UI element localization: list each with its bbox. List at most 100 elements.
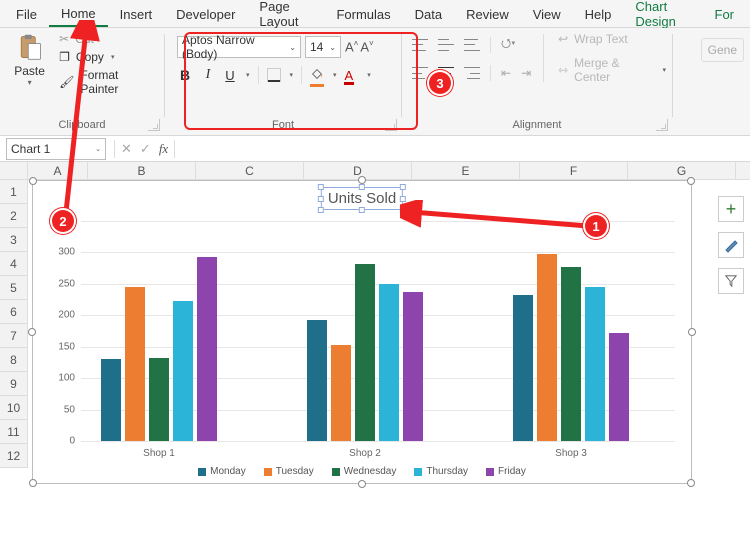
tab-formulas[interactable]: Formulas: [324, 2, 402, 26]
format-painter-button[interactable]: 🖌 Format Painter: [59, 68, 158, 96]
generate-button[interactable]: Gene: [701, 38, 744, 62]
bold-button[interactable]: B: [177, 67, 193, 83]
increase-indent-button[interactable]: ⇥: [521, 66, 531, 80]
wrap-text-button[interactable]: ↩ Wrap Text: [558, 32, 666, 46]
chart-handle[interactable]: [358, 480, 366, 488]
paste-button[interactable]: Paste ▾: [6, 32, 53, 87]
row-header[interactable]: 2: [0, 204, 27, 228]
fx-icon[interactable]: fx: [159, 141, 168, 157]
row-header[interactable]: 5: [0, 276, 27, 300]
borders-button[interactable]: [267, 68, 281, 82]
chart-handle[interactable]: [29, 479, 37, 487]
chart-bar[interactable]: [149, 358, 169, 441]
title-handle[interactable]: [400, 196, 406, 202]
chart-plot-area[interactable]: 050100150200250300350Shop 1Shop 2Shop 3: [81, 221, 675, 441]
chart-handle[interactable]: [688, 328, 696, 336]
row-header[interactable]: 10: [0, 396, 27, 420]
chart-bar[interactable]: [355, 264, 375, 441]
row-header[interactable]: 4: [0, 252, 27, 276]
chart-bar[interactable]: [513, 295, 533, 441]
title-handle[interactable]: [318, 184, 324, 190]
legend-item[interactable]: Monday: [198, 466, 246, 477]
name-box[interactable]: Chart 1 ⌄: [6, 138, 106, 160]
select-all-corner[interactable]: [0, 162, 28, 180]
chart-elements-button[interactable]: +: [718, 196, 744, 222]
chart-filter-button[interactable]: [718, 268, 744, 294]
row-header[interactable]: 1: [0, 180, 27, 204]
chart-handle[interactable]: [29, 177, 37, 185]
title-handle[interactable]: [400, 184, 406, 190]
enter-formula-icon[interactable]: ✓: [140, 141, 151, 157]
orientation-button[interactable]: ⭯▾: [501, 34, 516, 55]
chart-handle[interactable]: [687, 177, 695, 185]
chart-bar[interactable]: [403, 292, 423, 441]
tab-file[interactable]: File: [4, 2, 49, 26]
legend-item[interactable]: Tuesday: [264, 466, 314, 477]
tab-home[interactable]: Home: [49, 1, 108, 27]
chart-bar[interactable]: [197, 257, 217, 441]
chart-bar[interactable]: [585, 287, 605, 441]
align-top-button[interactable]: [412, 39, 428, 51]
chart-title[interactable]: Units Sold: [321, 187, 403, 210]
decrease-indent-button[interactable]: ⇤: [501, 66, 511, 80]
row-header[interactable]: 12: [0, 444, 27, 468]
tab-format[interactable]: For: [703, 2, 747, 26]
align-right-button[interactable]: [464, 67, 480, 79]
cut-button[interactable]: ✂ Cut: [59, 32, 158, 46]
cells-area[interactable]: Units Sold 050100150200250300350Shop 1Sh…: [28, 180, 750, 547]
title-handle[interactable]: [318, 196, 324, 202]
tab-data[interactable]: Data: [403, 2, 454, 26]
copy-button[interactable]: ❐ Copy ▾: [59, 50, 158, 64]
column-header[interactable]: C: [196, 162, 304, 179]
tab-view[interactable]: View: [521, 2, 573, 26]
grow-font-button[interactable]: A˄: [345, 39, 358, 54]
title-handle[interactable]: [359, 184, 365, 190]
title-handle[interactable]: [318, 207, 324, 213]
shrink-font-button[interactable]: A˅: [360, 39, 373, 54]
row-header[interactable]: 9: [0, 372, 27, 396]
cancel-formula-icon[interactable]: ✕: [121, 141, 132, 157]
legend-item[interactable]: Friday: [486, 466, 526, 477]
column-header[interactable]: B: [88, 162, 196, 179]
merge-center-button[interactable]: ⇿ Merge & Center ▾: [558, 56, 666, 84]
row-header[interactable]: 11: [0, 420, 27, 444]
row-header[interactable]: 6: [0, 300, 27, 324]
underline-button[interactable]: U: [223, 68, 237, 83]
font-size-combo[interactable]: 14 ⌄: [305, 36, 341, 58]
italic-button[interactable]: I: [201, 67, 215, 83]
title-handle[interactable]: [359, 207, 365, 213]
column-header[interactable]: A: [28, 162, 88, 179]
legend-item[interactable]: Thursday: [414, 466, 468, 477]
tab-help[interactable]: Help: [573, 2, 624, 26]
column-header[interactable]: E: [412, 162, 520, 179]
chart-legend[interactable]: Monday Tuesday Wednesday Thursday Friday: [33, 466, 691, 477]
chart-bar[interactable]: [561, 267, 581, 441]
dialog-launcher[interactable]: [148, 119, 160, 131]
legend-item[interactable]: Wednesday: [332, 466, 397, 477]
chart-bar[interactable]: [379, 284, 399, 441]
row-header[interactable]: 8: [0, 348, 27, 372]
chart-bar[interactable]: [307, 320, 327, 441]
chart-bar[interactable]: [609, 333, 629, 441]
row-header[interactable]: 7: [0, 324, 27, 348]
chart-handle[interactable]: [687, 479, 695, 487]
title-handle[interactable]: [400, 207, 406, 213]
column-header[interactable]: G: [628, 162, 736, 179]
align-bottom-button[interactable]: [464, 39, 480, 51]
formula-input[interactable]: [181, 138, 750, 160]
dialog-launcher[interactable]: [656, 119, 668, 131]
align-middle-button[interactable]: [438, 39, 454, 51]
tab-insert[interactable]: Insert: [108, 2, 165, 26]
chart-styles-button[interactable]: [718, 232, 744, 258]
chart-handle[interactable]: [28, 328, 36, 336]
chart-bar[interactable]: [173, 301, 193, 441]
chart-bar[interactable]: [101, 359, 121, 441]
fill-color-button[interactable]: [310, 67, 324, 84]
tab-developer[interactable]: Developer: [164, 2, 247, 26]
chart-bar[interactable]: [537, 254, 557, 441]
chart-handle[interactable]: [358, 176, 366, 184]
column-header[interactable]: F: [520, 162, 628, 179]
tab-review[interactable]: Review: [454, 2, 521, 26]
chart-bar[interactable]: [125, 287, 145, 441]
font-color-button[interactable]: A: [345, 68, 354, 83]
